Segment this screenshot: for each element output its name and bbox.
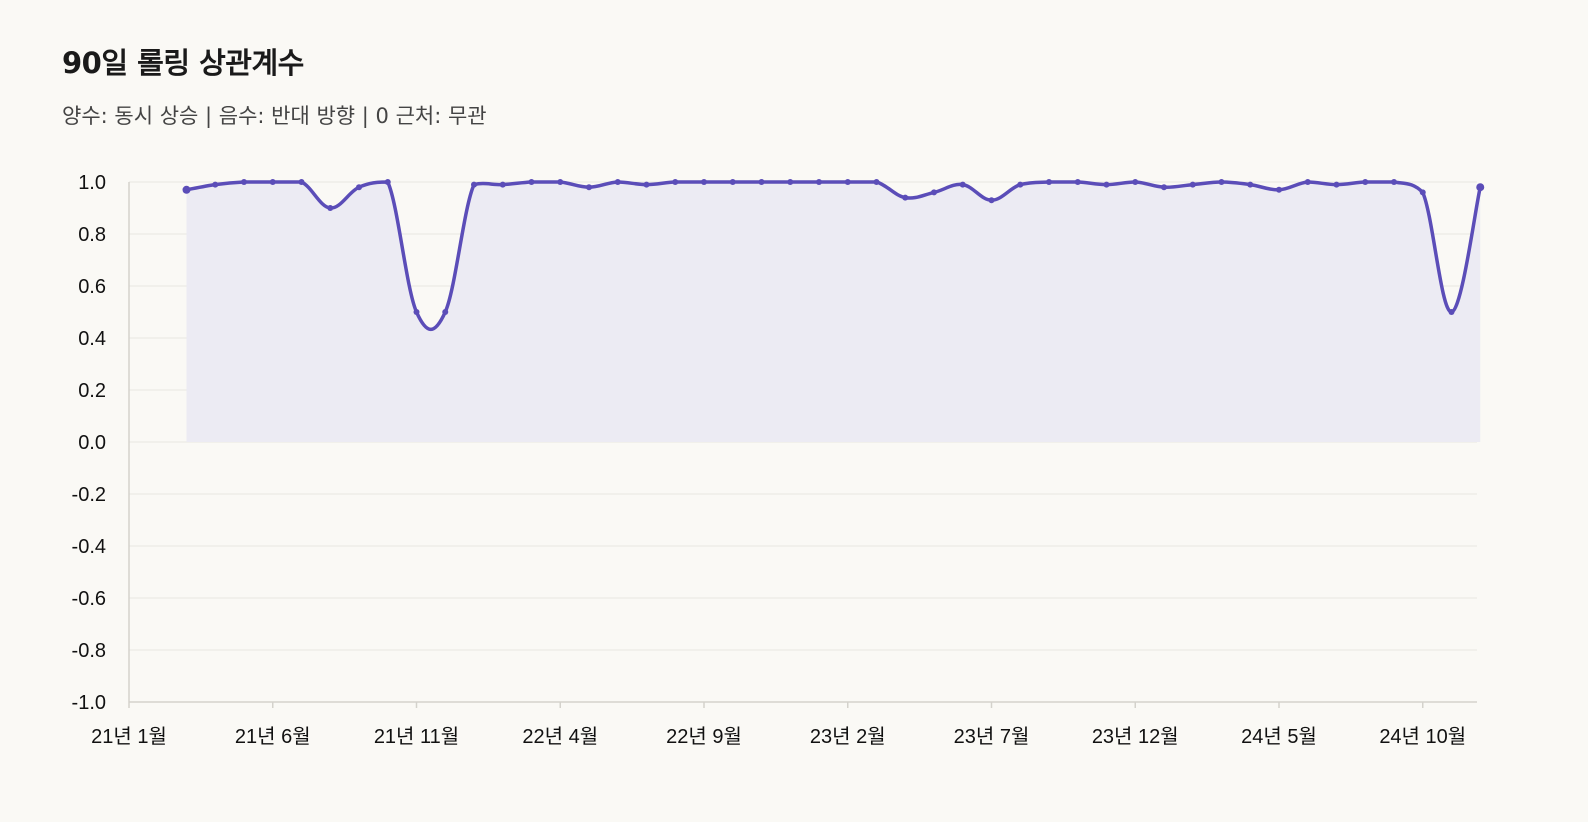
data-point: [1333, 181, 1340, 188]
data-point: [298, 179, 305, 185]
data-point: [643, 181, 650, 188]
data-point: [384, 179, 391, 185]
data-point: [1218, 179, 1225, 185]
x-tick-label: 21년 1월: [91, 725, 167, 748]
data-point: [873, 179, 880, 185]
y-tick-label: 1.0: [78, 172, 106, 194]
chart-title: 90일 롤링 상관계수: [62, 46, 304, 80]
y-tick-label: -1.0: [72, 692, 106, 714]
x-tick-label: 23년 7월: [954, 725, 1030, 748]
x-tick-label: 21년 11월: [374, 725, 459, 748]
data-point: [269, 179, 276, 185]
data-point: [729, 179, 736, 185]
data-point: [471, 181, 477, 188]
data-point: [1476, 183, 1485, 192]
data-point: [1132, 179, 1139, 185]
data-point: [356, 184, 362, 191]
x-tick-label: 22년 9월: [666, 725, 742, 748]
area-fill-layer: [186, 182, 1481, 442]
data-point: [586, 184, 592, 191]
data-point: [1017, 181, 1024, 188]
data-point: [844, 179, 851, 185]
y-tick-label: 0.4: [78, 328, 106, 350]
x-tick-label: 24년 5월: [1241, 725, 1317, 748]
data-point: [182, 185, 191, 194]
y-tick-label: -0.8: [72, 640, 106, 662]
data-point: [931, 189, 937, 196]
y-tick-label: 0.8: [78, 224, 106, 246]
data-point: [614, 179, 621, 185]
x-tick-label: 24년 10월: [1379, 725, 1466, 748]
chart-subtitle: 양수: 동시 상승 | 음수: 반대 방향 | 0 근처: 무관: [62, 104, 487, 128]
data-point: [1304, 179, 1311, 185]
x-tick-label: 22년 4월: [522, 725, 598, 748]
data-point: [988, 197, 995, 204]
y-tick-label: 0.6: [78, 276, 106, 298]
data-point: [1046, 179, 1052, 185]
data-point: [758, 179, 765, 185]
data-point: [557, 179, 564, 185]
series-area: [186, 182, 1481, 442]
data-point: [672, 179, 679, 185]
y-tick-label: -0.6: [72, 588, 106, 610]
data-point: [442, 309, 449, 315]
data-point: [1448, 309, 1455, 315]
data-point: [528, 179, 535, 185]
data-point: [1189, 181, 1196, 188]
data-point: [1161, 184, 1167, 191]
data-point: [327, 205, 334, 211]
x-tick-label: 23년 2월: [810, 725, 886, 748]
y-tick-label: -0.4: [72, 536, 106, 558]
x-tick-label: 21년 6월: [235, 725, 311, 748]
y-tick-labels: 1.0 0.8 0.6 0.4 0.2 0.0 -0.2 -0.4 -0.6 -0.8 -1.0: [72, 172, 106, 714]
data-point: [816, 179, 822, 185]
data-point: [1362, 179, 1369, 185]
y-tick-label: -0.2: [72, 484, 106, 506]
data-point: [701, 179, 707, 185]
data-point: [499, 181, 506, 188]
data-points: [182, 179, 1485, 315]
data-point: [1103, 181, 1110, 188]
data-point: [413, 309, 420, 315]
x-tick-labels: 21년 1월 21년 6월 21년 11월 22년 4월 22년 9월 23년 2월 23년…: [91, 725, 1466, 748]
data-point: [902, 194, 909, 201]
data-point: [1247, 181, 1254, 188]
data-point: [1391, 179, 1397, 185]
data-point: [212, 181, 219, 188]
data-point: [1074, 179, 1081, 185]
axes: [128, 182, 1477, 708]
data-point: [1276, 186, 1282, 193]
y-tick-label: 0.0: [78, 432, 106, 454]
data-point: [1419, 189, 1426, 196]
data-point: [959, 181, 966, 188]
y-tick-label: 0.2: [78, 380, 106, 402]
x-tick-label: 23년 12월: [1092, 725, 1179, 748]
data-point: [787, 179, 794, 185]
data-point: [241, 179, 247, 185]
